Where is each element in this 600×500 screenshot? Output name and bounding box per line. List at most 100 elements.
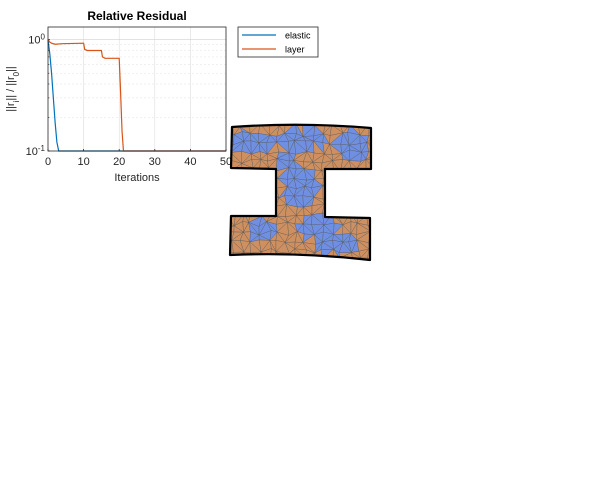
- mesh-triangle: [249, 179, 259, 187]
- mesh-triangle: [231, 258, 244, 261]
- mesh-triangle: [377, 213, 388, 226]
- mesh-triangle: [302, 257, 315, 261]
- x-tick-label: 0: [45, 156, 51, 168]
- mesh-triangle: [360, 257, 370, 261]
- x-tick-label: 20: [113, 156, 125, 168]
- mesh-triangle: [360, 115, 369, 123]
- mesh-triangle: [249, 116, 261, 124]
- mesh-triangle: [375, 207, 388, 213]
- mesh-triangle: [251, 196, 260, 206]
- mesh-triangle: [367, 172, 371, 179]
- mesh-triangle: [379, 178, 388, 191]
- mesh-triangle: [365, 151, 371, 160]
- mesh-triangle: [249, 167, 259, 181]
- grid: [48, 27, 226, 151]
- mesh-triangle: [322, 203, 333, 214]
- x-tick-label: 10: [77, 156, 89, 168]
- mesh-triangle: [260, 205, 270, 217]
- mesh-triangle: [230, 171, 245, 181]
- mesh-triangle: [370, 230, 371, 245]
- mesh-plot: [222, 115, 388, 271]
- mesh-triangle: [305, 257, 315, 261]
- mesh-triangle: [243, 204, 253, 215]
- mesh-triangle: [377, 213, 387, 225]
- mesh-triangle: [356, 196, 368, 207]
- mesh-triangle: [376, 191, 386, 199]
- mesh-triangle: [329, 171, 341, 182]
- mesh-triangle: [365, 170, 371, 178]
- mesh-triangle: [379, 178, 385, 191]
- mesh-triangle: [284, 258, 296, 261]
- mesh-triangle: [230, 194, 244, 208]
- mesh-triangle: [350, 205, 358, 218]
- mesh-triangle: [350, 180, 362, 191]
- legend-box: [237, 26, 319, 58]
- mesh-triangle: [349, 124, 361, 125]
- x-tick-label: 40: [184, 156, 196, 168]
- mesh-triangle: [356, 189, 367, 197]
- mesh-triangle: [338, 180, 352, 190]
- mesh-triangle: [377, 161, 385, 172]
- mesh-triangle: [251, 204, 263, 217]
- mesh-triangle: [257, 258, 271, 261]
- mesh-triangle: [369, 261, 379, 269]
- mesh-triangle: [250, 179, 261, 187]
- mesh-triangle: [349, 180, 362, 191]
- y-tick-label: 10-1: [26, 144, 46, 159]
- mesh-triangle: [366, 207, 371, 217]
- mesh-triangle: [243, 179, 252, 189]
- mesh-triangle: [376, 243, 385, 252]
- mesh-triangle: [242, 185, 252, 196]
- mesh-triangle: [312, 259, 323, 261]
- mesh-triangle: [365, 153, 371, 160]
- mesh-triangle: [366, 141, 371, 154]
- mesh-triangle: [230, 190, 243, 197]
- y-label-part-1: ||r: [5, 102, 17, 112]
- series-layer: [47, 39, 226, 152]
- mesh-triangle: [339, 257, 352, 261]
- mesh-triangle: [260, 117, 270, 124]
- mesh-triangle: [340, 169, 352, 182]
- mesh-triangle: [347, 188, 362, 197]
- mesh-triangle: [244, 262, 253, 270]
- mesh-triangle: [285, 115, 296, 124]
- mesh-triangle: [222, 261, 233, 269]
- mesh-triangle: [232, 261, 244, 271]
- mesh-triangle: [329, 195, 339, 207]
- mesh-triangle: [258, 186, 270, 200]
- mesh-triangle: [340, 124, 351, 127]
- mesh-triangle: [366, 176, 371, 191]
- mesh-triangle: [356, 205, 368, 218]
- x-axis-label: Iterations: [114, 172, 160, 184]
- mesh-triangle: [242, 194, 253, 206]
- mesh-triangle: [251, 198, 261, 206]
- mesh-triangle: [329, 177, 341, 188]
- mesh-triangle: [347, 195, 358, 207]
- mesh-triangle: [365, 196, 371, 208]
- mesh-triangle: [269, 257, 279, 261]
- mesh-triangle: [258, 186, 270, 200]
- mesh-triangle: [376, 127, 388, 135]
- mesh-triangle: [365, 196, 371, 208]
- y-tick-label: 100: [28, 32, 45, 47]
- mesh-triangle: [356, 205, 368, 217]
- mesh-triangle: [314, 259, 326, 261]
- mesh-triangle: [251, 262, 258, 270]
- mesh-triangle: [241, 194, 253, 205]
- mesh-triangle: [377, 253, 385, 263]
- mesh-triangle: [295, 124, 306, 125]
- mesh-triangle: [329, 124, 344, 126]
- mesh-triangle: [329, 185, 340, 197]
- mesh-triangle: [230, 170, 236, 180]
- mesh-triangle: [358, 176, 369, 191]
- mesh-triangle: [377, 225, 386, 232]
- mesh-triangle: [230, 190, 233, 200]
- mesh-triangle: [337, 204, 352, 215]
- mesh-triangle: [376, 132, 385, 141]
- mesh-triangle: [370, 225, 371, 233]
- mesh-triangle: [338, 205, 352, 218]
- mesh-triangle: [342, 124, 350, 126]
- mesh-triangle: [376, 115, 388, 128]
- y-label-part-2: || / ||r: [5, 76, 17, 101]
- mesh-triangle: [338, 195, 352, 207]
